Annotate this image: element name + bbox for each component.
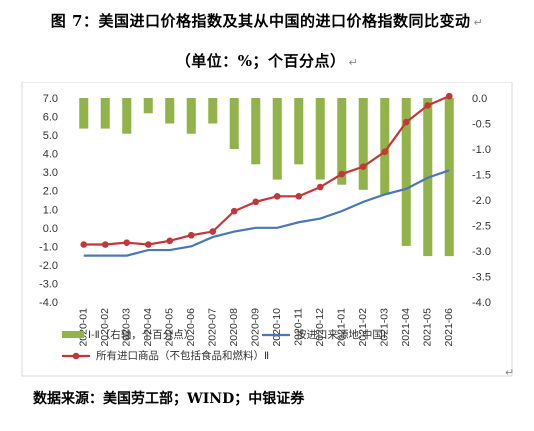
series-point [402,118,410,126]
series-point [123,239,131,246]
bar [122,98,132,134]
right-tick-label: -0.5 [472,119,491,131]
chart-title: 图 7：美国进口价格指数及其从中国的进口价格指数同比变动 ↵ [50,12,484,30]
series-point [273,192,281,200]
left-tick-label: 2.0 [43,186,58,198]
legend-label: Ⅰ-Ⅱ（右轴，个百分点） [88,328,194,341]
series-point [187,231,195,239]
left-axis: -4.0 -3.0 -2.0 -1.0 0.0 1.0 2.0 3.0 4.0 5.0 6.0 7.0 [39,93,58,309]
legend: Ⅰ-Ⅱ（右轴，个百分点） 按进口来源地:中国Ⅰ 所有进口商品（不包括食品和燃料）Ⅱ [62,328,386,362]
bar [358,98,368,190]
chart-area: -4.0 -3.0 -2.0 -1.0 0.0 1.0 2.0 3.0 4.0 5.0 6.0 7.0… [21,82,513,377]
x-tick-label: 2021-02 [357,308,369,347]
series-point [295,192,303,200]
x-tick-label: 2021-01 [336,308,348,347]
data-source: 数据来源：美国劳工部；WIND；中银证券 [33,391,305,407]
x-tick-label: 2021-06 [443,308,455,347]
legend-label: 按进口来源地:中国Ⅰ [296,328,386,341]
bar [315,98,325,180]
chart-subtitle: （单位：%；个百分点） ↵ [175,52,359,70]
series-point [144,241,152,248]
x-tick-label: 2020-10 [271,308,283,347]
x-axis: 2020-01 2020-02 2020-03 2020-04 2020-05 2020-… [78,308,456,347]
bar [208,98,218,124]
left-tick-label: -4.0 [39,297,58,309]
series-line [83,169,450,257]
x-tick-label: 2020-07 [207,308,219,347]
left-tick-label: 4.0 [43,149,58,161]
bar [272,98,282,180]
x-tick-label: 2020-09 [250,308,262,347]
legend-swatch-marker [72,352,80,360]
right-tick-label: -4.0 [472,297,491,309]
left-tick-label: -3.0 [39,278,58,290]
right-tick-label: -2.5 [472,221,491,233]
left-tick-label: 7.0 [43,93,58,105]
series-point [424,102,432,109]
bar [401,98,411,246]
series-point [252,198,260,206]
bar [380,98,390,195]
left-tick-label: -2.0 [39,260,58,272]
bar [229,98,239,149]
x-tick-label: 2021-04 [400,308,412,347]
paragraph-mark: ↵ [348,56,359,69]
left-tick-label: 6.0 [43,112,58,124]
series-point [338,170,346,178]
x-tick-label: 2020-06 [185,308,197,347]
left-tick-label: 5.0 [43,130,58,142]
x-tick-label: 2020-02 [99,308,111,347]
bar [143,98,153,114]
series-point [359,163,367,170]
bar [294,98,304,165]
paragraph-mark: ↵ [473,16,484,29]
x-tick-label: 2021-05 [422,308,434,347]
bar [165,98,175,124]
paragraph-mark: ↵ [505,366,515,379]
right-axis: -4.0 -3.5 -3.0 -2.5 -2.0 -1.5 -1.0 -0.5 0.0 [472,93,491,309]
bar [444,98,454,257]
series-point [445,92,453,100]
series-point [166,237,174,245]
series-line [83,95,450,246]
left-tick-label: 0.0 [43,223,58,235]
right-tick-label: -2.0 [472,195,491,207]
series-point [381,148,389,156]
x-tick-label: 2020-08 [228,308,240,347]
series-point [209,228,217,235]
x-tick-label: 2021-03 [379,308,391,347]
x-tick-label: 2020-05 [164,308,176,347]
x-tick-label: 2020-04 [142,308,154,347]
series-point [316,183,324,191]
line-series [80,92,453,257]
bar [337,98,347,185]
left-tick-label: 1.0 [43,204,58,216]
series-point [80,241,88,248]
x-tick-label: 2020-12 [314,308,326,347]
bar [186,98,196,134]
bar [100,98,110,129]
series-point [230,207,238,215]
left-tick-label: -1.0 [39,241,58,253]
bar [251,98,261,165]
right-tick-label: -3.0 [472,246,491,258]
right-tick-label: 0.0 [472,93,487,105]
bar [79,98,89,129]
series-point [101,241,109,248]
x-tick-label: 2020-03 [121,308,133,347]
right-tick-label: -1.5 [472,170,491,182]
legend-label: 所有进口商品（不包括食品和燃料）Ⅱ [96,349,269,362]
left-tick-label: 3.0 [43,167,58,179]
right-tick-label: -1.0 [472,144,491,156]
x-tick-label: 2020-11 [293,308,305,346]
right-tick-label: -3.5 [472,272,491,284]
legend-swatch-bar [62,331,84,338]
